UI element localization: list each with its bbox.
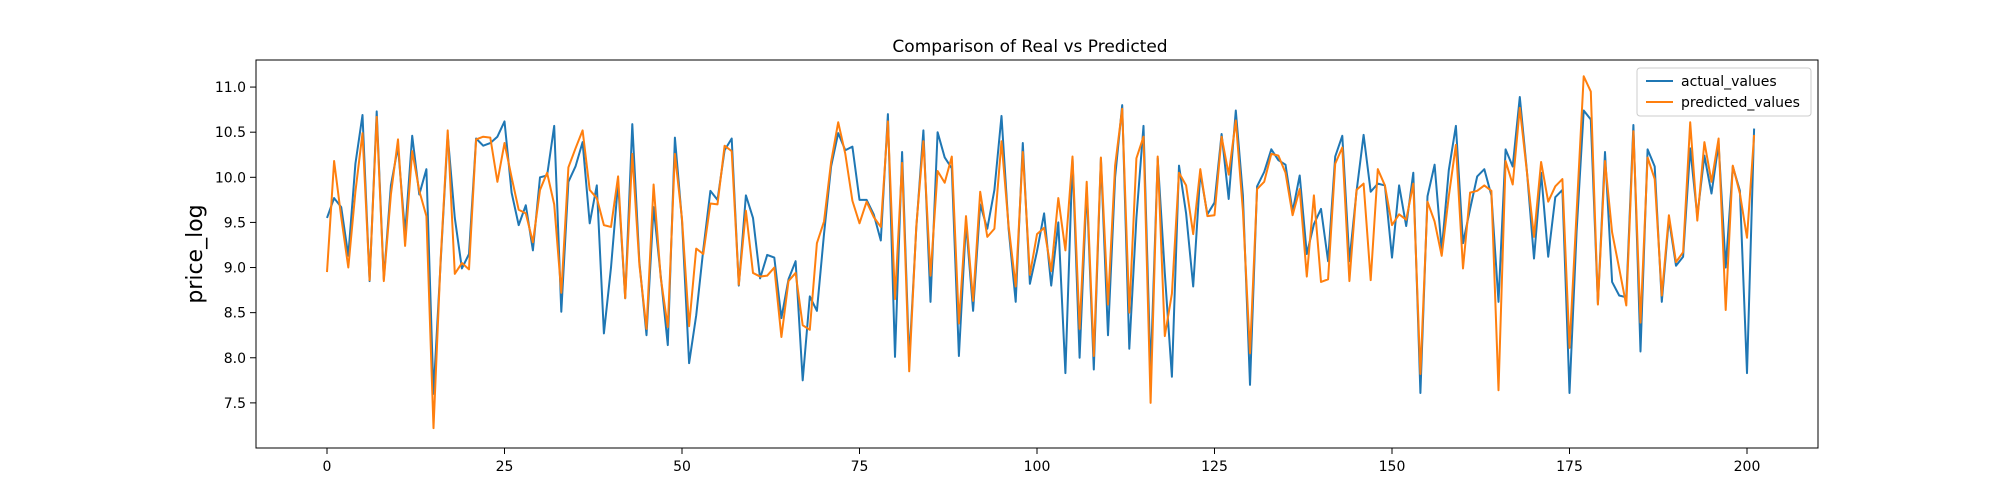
- x-tick-label: 100: [1024, 459, 1051, 475]
- x-tick-label: 50: [673, 459, 691, 475]
- y-tick-label: 10.5: [215, 125, 246, 141]
- legend-box: [1636, 67, 1812, 117]
- chart-title: Comparison of Real vs Predicted: [892, 37, 1167, 57]
- legend: actual_values predicted_values: [1636, 67, 1812, 117]
- series-line-actual-values: [326, 96, 1756, 395]
- x-tick-label: 0: [323, 459, 332, 475]
- legend-label: actual_values: [1681, 74, 1777, 90]
- series-line-predicted-values: [326, 75, 1756, 430]
- x-tick-label: 125: [1201, 459, 1228, 475]
- y-tick-label: 7.5: [224, 396, 246, 412]
- x-tick-label: 175: [1556, 459, 1583, 475]
- y-tick-label: 11.0: [215, 80, 246, 96]
- series-layer: [326, 75, 1756, 430]
- y-tick-label: 9.0: [224, 261, 246, 277]
- x-axis: 0 25 50 75 100 125 150 175 200: [323, 448, 1761, 475]
- y-tick-label: 10.0: [215, 170, 246, 186]
- x-tick-label: 150: [1379, 459, 1406, 475]
- y-tick-label: 9.5: [224, 215, 246, 231]
- legend-label: predicted_values: [1681, 95, 1800, 111]
- y-axis-label: price_log: [183, 204, 208, 303]
- x-tick-label: 200: [1734, 459, 1761, 475]
- x-tick-label: 25: [496, 459, 514, 475]
- x-tick-label: 75: [851, 459, 869, 475]
- y-tick-label: 8.5: [224, 306, 246, 322]
- y-axis: 7.5 8.0 8.5 9.0 9.5 10.0 10.5 11.0: [215, 80, 256, 412]
- y-tick-label: 8.0: [224, 351, 246, 367]
